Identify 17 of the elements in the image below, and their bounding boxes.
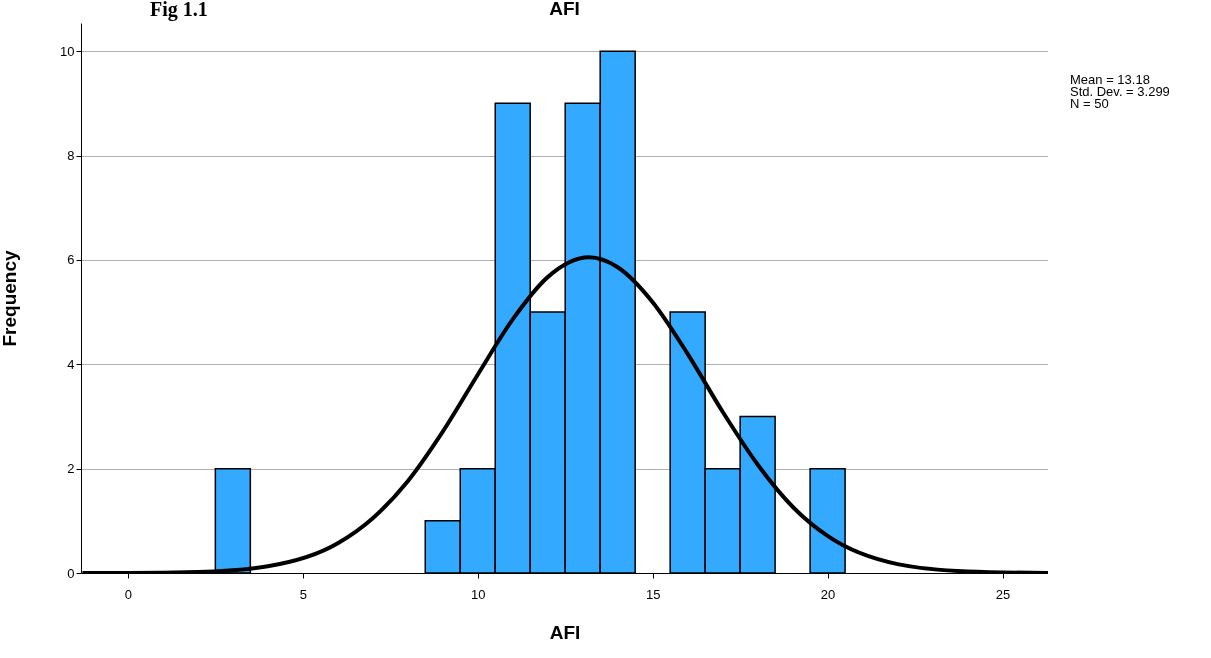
- chart-title: AFI: [549, 0, 580, 19]
- y-tick-label: 6: [67, 252, 75, 268]
- x-tick-label: 25: [995, 586, 1011, 602]
- caption: Fig 1.1: [150, 0, 208, 21]
- x-tick-label: 5: [299, 586, 307, 602]
- text: Mean = 13.18 Std. Dev. = 3.299 N = 50: [1070, 72, 1170, 111]
- y-tick-label: 8: [67, 148, 75, 164]
- y-tick-label: 4: [67, 356, 75, 372]
- y-tick-label: 2: [67, 461, 75, 477]
- x-tick-label: 20: [820, 586, 836, 602]
- x-tick-label: 10: [471, 586, 486, 602]
- x-axis-title: AFI: [549, 621, 581, 643]
- y-tick-label: 0: [67, 565, 75, 581]
- y-tick-label: 10: [60, 43, 75, 59]
- x-tick-label: 15: [645, 586, 661, 602]
- y-axis-title: Frequency: [0, 250, 21, 347]
- x-tick-label: 0: [124, 586, 132, 602]
